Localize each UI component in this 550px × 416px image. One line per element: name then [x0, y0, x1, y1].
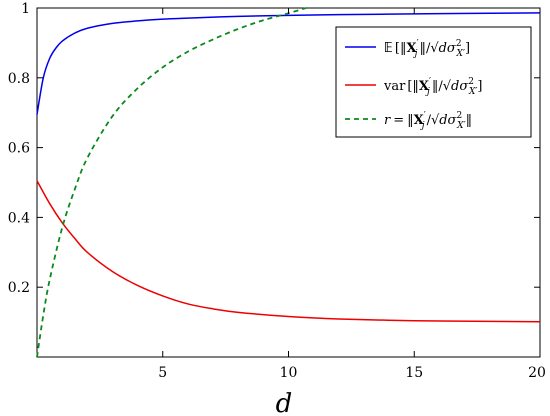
x-tick-label: 5	[158, 365, 167, 381]
legend-label-variance: var [‖X′ j ‖/√dσ2 X′]	[383, 77, 482, 97]
series-variance-line	[36, 180, 541, 323]
x-axis-label: d	[276, 389, 293, 416]
y-tick-label: 0.8	[8, 71, 30, 87]
y-tick-label: 0.2	[8, 280, 30, 296]
series-r-line	[36, 7, 307, 358]
ticks-layer: 5 10 15 20 0.2 0.4 0.6 0.8 1	[8, 1, 546, 381]
legend-label-expectation: 𝔼 [‖X′ j ‖/√dσ2 X′]	[384, 39, 470, 59]
series-expectation-line	[36, 12, 541, 115]
y-tick-label: 0.6	[8, 141, 30, 157]
series-layer	[36, 7, 541, 358]
y-tick-label: 0.4	[8, 210, 30, 226]
legend-label-r: r = ‖X′ j/√dσ2 X′‖	[384, 111, 472, 131]
x-tick-label: 20	[528, 365, 546, 381]
y-tick-label: 1	[21, 1, 30, 17]
x-tick-label: 10	[280, 365, 298, 381]
legend-box	[335, 26, 532, 138]
legend: 𝔼 [‖X′ j ‖/√dσ2 X′] var [‖X′ j ‖/√dσ2 X′] r = ‖X′ j…	[335, 26, 532, 138]
x-tick-label: 15	[405, 365, 423, 381]
